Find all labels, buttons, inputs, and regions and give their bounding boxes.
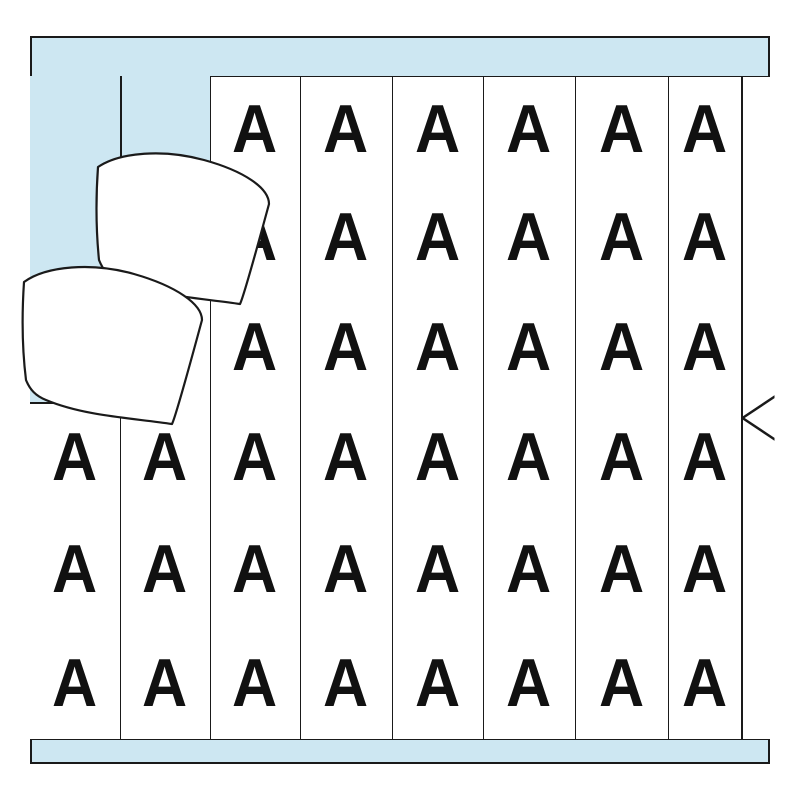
label-letter: A xyxy=(142,649,187,717)
label-letter: A xyxy=(506,535,551,603)
label-cell: A xyxy=(392,76,483,182)
label-letter: A xyxy=(232,423,277,491)
label-cell: A xyxy=(483,292,575,402)
label-cell: A xyxy=(483,76,575,182)
label-letter: A xyxy=(599,535,644,603)
label-letter: A xyxy=(506,313,551,381)
label-cell: A xyxy=(210,292,300,402)
label-cell: A xyxy=(300,182,392,292)
label-cell: A xyxy=(392,182,483,292)
label-cell: A xyxy=(392,402,483,512)
label-cell: A xyxy=(210,626,300,740)
label-letter: A xyxy=(506,423,551,491)
label-letter: A xyxy=(682,313,727,381)
label-letter: A xyxy=(415,203,460,271)
label-letter: A xyxy=(599,423,644,491)
label-letter: A xyxy=(415,95,460,163)
label-letter: A xyxy=(232,535,277,603)
label-cell: A xyxy=(392,626,483,740)
label-cell: A xyxy=(30,512,120,626)
label-letter: A xyxy=(142,535,187,603)
label-cell: A xyxy=(575,182,668,292)
label-cell: A xyxy=(120,292,210,402)
label-cell: A xyxy=(210,182,300,292)
label-cell: A xyxy=(668,292,742,402)
label-cell: A xyxy=(210,76,300,182)
label-letter: A xyxy=(323,649,368,717)
label-cell: A xyxy=(668,76,742,182)
stage: AAAAAAAAAAAAAAAAAAAAAAAAAAAAAAAAAAAAAAAA… xyxy=(0,0,800,800)
label-letter: A xyxy=(52,423,97,491)
label-letter: A xyxy=(599,95,644,163)
label-cell: A xyxy=(300,626,392,740)
label-cell: A xyxy=(575,626,668,740)
label-cell: A xyxy=(668,402,742,512)
label-letter: A xyxy=(682,535,727,603)
label-letter: A xyxy=(506,203,551,271)
label-cell: A xyxy=(483,182,575,292)
label-letter: A xyxy=(415,535,460,603)
label-letter: A xyxy=(323,423,368,491)
label-cell: A xyxy=(392,292,483,402)
label-cell: A xyxy=(575,76,668,182)
label-letter: A xyxy=(599,313,644,381)
label-cell: A xyxy=(483,626,575,740)
label-letter: A xyxy=(415,313,460,381)
label-cell: A xyxy=(300,76,392,182)
label-cell: A xyxy=(120,626,210,740)
label-cell: A xyxy=(300,512,392,626)
label-letter: A xyxy=(599,649,644,717)
label-letter: A xyxy=(52,535,97,603)
label-cell: A xyxy=(575,402,668,512)
label-letter: A xyxy=(232,313,277,381)
label-letter: A xyxy=(52,649,97,717)
label-letter: A xyxy=(323,203,368,271)
label-cell: A xyxy=(575,292,668,402)
label-letter: A xyxy=(415,423,460,491)
label-letter: A xyxy=(682,203,727,271)
label-letter: A xyxy=(142,313,187,381)
label-cells: AAAAAAAAAAAAAAAAAAAAAAAAAAAAAAAAAAAAAAAA… xyxy=(0,0,800,800)
label-cell: A xyxy=(392,512,483,626)
label-cell: A xyxy=(668,512,742,626)
label-cell: A xyxy=(483,512,575,626)
label-letter: A xyxy=(682,423,727,491)
label-letter: A xyxy=(142,423,187,491)
label-letter: A xyxy=(323,535,368,603)
label-letter: A xyxy=(232,203,277,271)
label-cell: A xyxy=(30,626,120,740)
label-letter: A xyxy=(415,649,460,717)
label-letter: A xyxy=(682,95,727,163)
label-cell: A xyxy=(30,402,120,512)
label-cell: A xyxy=(668,182,742,292)
label-cell: A xyxy=(120,512,210,626)
label-cell: A xyxy=(300,402,392,512)
label-cell: A xyxy=(483,402,575,512)
label-cell: A xyxy=(575,512,668,626)
label-letter: A xyxy=(232,649,277,717)
label-letter: A xyxy=(323,95,368,163)
label-letter: A xyxy=(599,203,644,271)
label-cell: A xyxy=(210,512,300,626)
label-cell: A xyxy=(210,402,300,512)
label-letter: A xyxy=(232,95,277,163)
label-cell: A xyxy=(668,626,742,740)
label-cell: A xyxy=(300,292,392,402)
label-cell: A xyxy=(120,402,210,512)
label-letter: A xyxy=(323,313,368,381)
label-letter: A xyxy=(506,649,551,717)
label-letter: A xyxy=(682,649,727,717)
label-letter: A xyxy=(506,95,551,163)
